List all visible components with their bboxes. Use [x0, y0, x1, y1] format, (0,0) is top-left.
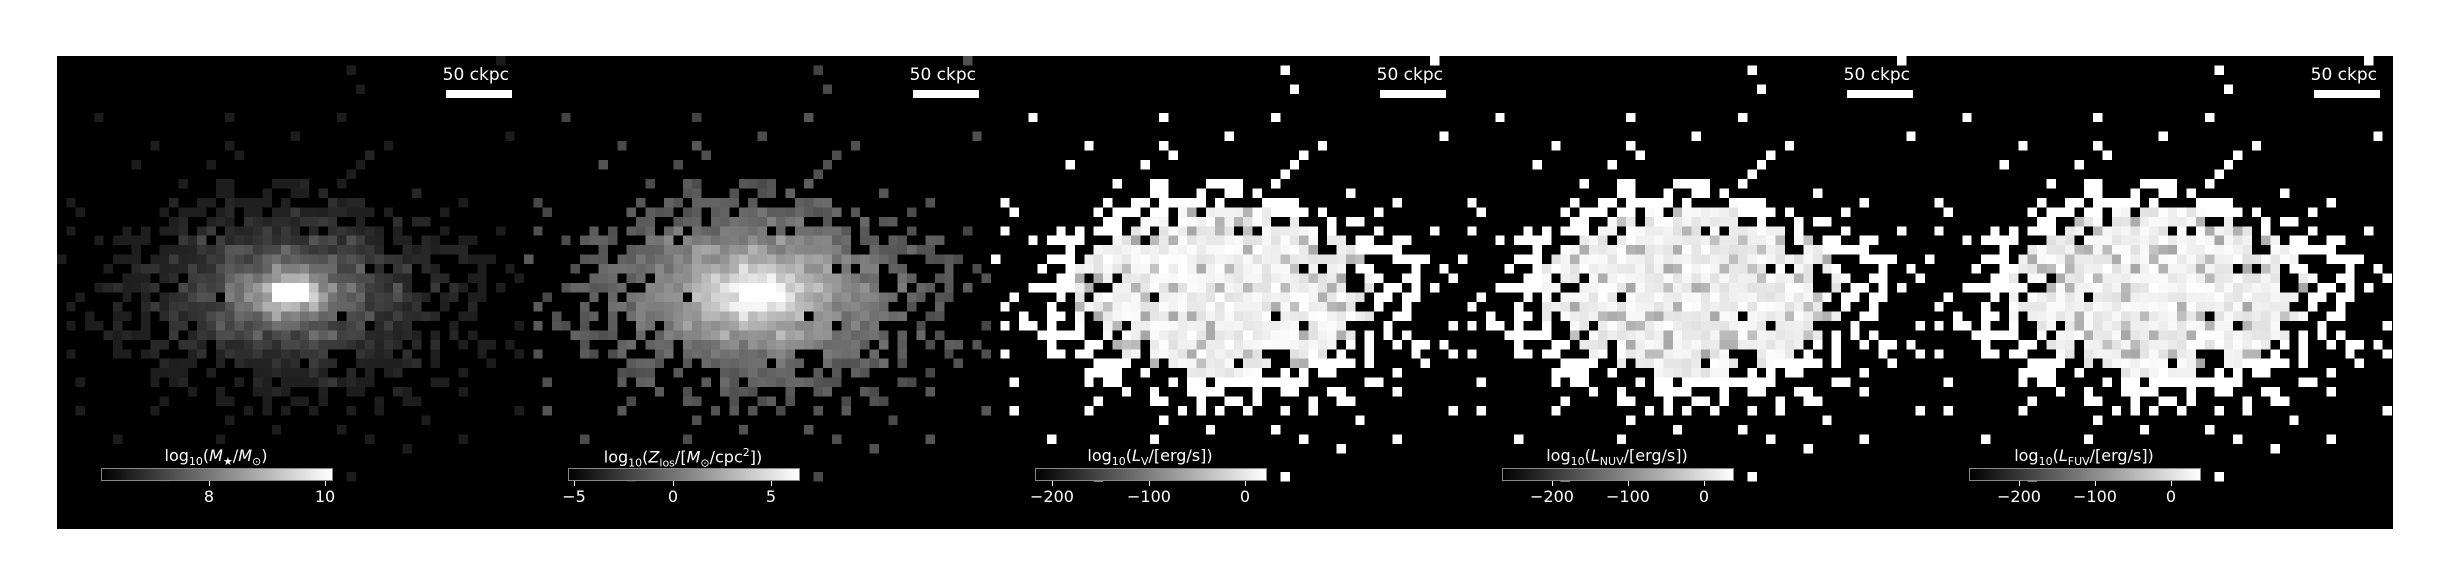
- colorbar-tick-label: 8: [203, 487, 215, 506]
- colorbar-tick-label: −200: [1530, 487, 1574, 506]
- colorbar-label: log10(M★/M⊙): [164, 446, 268, 469]
- colorbar-tick-label: 0: [2165, 487, 2177, 506]
- colorbar-tick: [2171, 481, 2172, 486]
- panel-fuv-luminosity: 50 ckpc log10(LFUV/[erg/s]) −200 −100 0: [1925, 56, 2392, 529]
- colorbar-label: log10(LFUV/[erg/s]): [2014, 446, 2154, 469]
- colorbar-label: log10(Zlos/[M⊙/cpc2]): [603, 446, 763, 470]
- colorbar-tick: [1149, 481, 1150, 486]
- colorbar-tick-label: 10: [314, 487, 336, 506]
- panel-nuv-luminosity: 50 ckpc log10(LNUV/[erg/s]) −200 −100 0: [1458, 56, 1925, 529]
- colorbar-tick-label: −5: [562, 487, 586, 506]
- nuv-luminosity-map: [1458, 56, 1925, 529]
- colorbar-tick: [673, 481, 674, 486]
- colorbar-tick: [574, 481, 575, 486]
- colorbar-tick-label: −200: [1030, 487, 1074, 506]
- colorbar-tick-label: −200: [1997, 487, 2041, 506]
- colorbar-label: log10(LNUV/[erg/s]): [1546, 446, 1688, 469]
- colorbar-tick-label: 0: [667, 487, 679, 506]
- scalebar-line: [1380, 90, 1446, 98]
- colorbar-tick-label: −100: [1606, 487, 1650, 506]
- scalebar-line: [2314, 90, 2380, 98]
- colorbar-label: log10(LV/[erg/s]): [1087, 446, 1213, 469]
- colorbar: [1502, 468, 1734, 481]
- panel-metallicity: 50 ckpc log10(Zlos/[M⊙/cpc2]) −5 0 5: [524, 56, 991, 529]
- colorbar-tick-label: 0: [1698, 487, 1710, 506]
- fuv-luminosity-map: [1925, 56, 2392, 529]
- colorbar: [1969, 468, 2201, 481]
- colorbar: [1035, 468, 1267, 481]
- v-band-luminosity-map: [991, 56, 1458, 529]
- colorbar-tick: [771, 481, 772, 486]
- colorbar-tick-label: −100: [1127, 487, 1171, 506]
- colorbar-tick-label: −100: [2073, 487, 2117, 506]
- colorbar-tick: [2019, 481, 2020, 486]
- colorbar-tick: [2095, 481, 2096, 486]
- metallicity-map: [524, 56, 991, 529]
- figure-row: 50 ckpc log10(M★/M⊙) 8 10 50 ckpc log10(…: [57, 56, 2393, 529]
- scalebar-label: 50 ckpc: [2310, 65, 2377, 85]
- colorbar-tick: [325, 481, 326, 486]
- scalebar-line: [913, 90, 979, 98]
- colorbar-tick: [1552, 481, 1553, 486]
- colorbar-tick: [209, 481, 210, 486]
- panel-v-band-luminosity: 50 ckpc log10(LV/[erg/s]) −200 −100 0: [991, 56, 1458, 529]
- scalebar-line: [1847, 90, 1913, 98]
- colorbar-tick: [1052, 481, 1053, 486]
- colorbar-tick: [1704, 481, 1705, 486]
- colorbar-tick: [1628, 481, 1629, 486]
- colorbar-tick-label: 0: [1239, 487, 1251, 506]
- scalebar-label: 50 ckpc: [442, 65, 509, 85]
- colorbar-tick-label: 5: [765, 487, 777, 506]
- colorbar: [568, 468, 800, 481]
- panel-stellar-mass: 50 ckpc log10(M★/M⊙) 8 10: [57, 56, 524, 529]
- scalebar-label: 50 ckpc: [1843, 65, 1910, 85]
- scalebar-label: 50 ckpc: [909, 65, 976, 85]
- colorbar: [101, 468, 333, 481]
- stellar-mass-map: [57, 56, 524, 529]
- scalebar-label: 50 ckpc: [1376, 65, 1443, 85]
- scalebar-line: [446, 90, 512, 98]
- colorbar-tick: [1245, 481, 1246, 486]
